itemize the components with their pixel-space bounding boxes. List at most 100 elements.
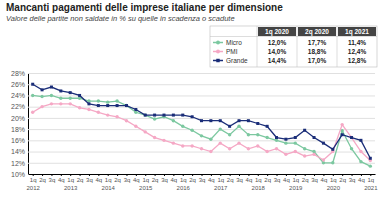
- series-marker: [50, 94, 53, 97]
- x-tick: 3q: [199, 174, 206, 183]
- series-marker: [265, 136, 268, 139]
- x-tick-mark: [61, 174, 62, 176]
- series-marker: [219, 119, 222, 122]
- x-year-axis: 2012201320142015201620172018201920202021: [27, 185, 379, 191]
- x-tick: 3q: [311, 174, 318, 183]
- grid-line: [28, 174, 375, 175]
- series-marker: [134, 108, 137, 111]
- series-marker: [228, 147, 231, 150]
- series-marker: [209, 119, 212, 122]
- x-year-label: 2014: [102, 185, 116, 191]
- x-axis: 1q2q3q4q1q2q3q4q1q2q3q4q1q2q3q4q1q2q3q4q…: [29, 174, 376, 183]
- x-year-label: 2016: [177, 185, 191, 191]
- series-marker: [275, 139, 278, 142]
- x-tick-mark: [89, 174, 90, 176]
- x-tick-mark: [173, 174, 174, 176]
- grid-line: [28, 118, 375, 119]
- y-tick-label: 22%: [11, 103, 25, 110]
- x-tick: 1q: [292, 174, 299, 183]
- x-tick-label: 2q: [152, 177, 159, 183]
- series-marker: [284, 141, 287, 144]
- series-marker: [59, 97, 62, 100]
- x-tick-label: 2q: [227, 177, 234, 183]
- series-marker: [350, 136, 353, 139]
- series-marker: [172, 114, 175, 117]
- x-tick-mark: [333, 174, 334, 176]
- x-tick: 2q: [189, 174, 196, 183]
- x-year-label: 2015: [139, 185, 153, 191]
- series-marker: [172, 119, 175, 122]
- x-tick-label: 3q: [49, 177, 56, 183]
- legend-header: 1q 2021: [345, 28, 369, 36]
- y-tick-label: 14%: [11, 148, 25, 155]
- series-marker: [237, 141, 240, 144]
- x-tick: 2q: [152, 174, 159, 183]
- x-tick-mark: [80, 174, 81, 176]
- series-marker: [275, 136, 278, 139]
- x-tick-mark: [126, 174, 127, 176]
- series-marker: [50, 102, 53, 105]
- x-year-tick: 2015: [139, 185, 153, 191]
- x-tick: 2q: [227, 174, 234, 183]
- series-marker: [162, 114, 165, 117]
- series-marker: [294, 150, 297, 153]
- x-tick-label: 3q: [86, 177, 93, 183]
- grid-line: [28, 129, 375, 130]
- series-marker: [303, 129, 306, 132]
- x-tick-mark: [295, 174, 296, 176]
- x-tick-label: 2q: [77, 177, 84, 183]
- series-marker: [144, 114, 147, 117]
- series-marker: [50, 86, 53, 89]
- series-marker: [359, 150, 362, 153]
- legend-table: 1q 20202q 20201q 2021Micro12,0%17,7%11,4…: [210, 26, 377, 67]
- legend-line: [213, 60, 223, 62]
- x-tick: 3q: [161, 174, 168, 183]
- x-tick: 2q: [339, 174, 346, 183]
- x-tick-label: 1q: [142, 177, 149, 183]
- x-tick-mark: [164, 174, 165, 176]
- y-tick: 16%: [11, 137, 375, 144]
- x-tick-label: 1q: [255, 177, 262, 183]
- x-tick-mark: [183, 174, 184, 176]
- x-tick-label: 2q: [264, 177, 271, 183]
- legend-label: Micro: [226, 39, 242, 46]
- x-tick-mark: [323, 174, 324, 176]
- x-tick-mark: [117, 174, 118, 176]
- x-tick: 1q: [330, 174, 337, 183]
- x-tick: 1q: [255, 174, 262, 183]
- x-tick-mark: [286, 174, 287, 176]
- series-marker: [69, 97, 72, 100]
- x-tick: 1q: [67, 174, 74, 183]
- series-marker: [78, 106, 81, 109]
- x-tick-mark: [70, 174, 71, 176]
- legend-value: 17,0%: [308, 57, 327, 65]
- x-tick-mark: [248, 174, 249, 176]
- legend-marker: [216, 50, 220, 54]
- x-tick-label: 2q: [39, 177, 46, 183]
- x-tick-mark: [145, 174, 146, 176]
- legend-label: Grande: [226, 57, 248, 64]
- y-tick-label: 20%: [11, 115, 25, 122]
- x-tick-label: 3q: [124, 177, 131, 183]
- series-marker: [31, 94, 34, 97]
- series-marker: [219, 127, 222, 130]
- legend-header: 1q 2020: [265, 28, 289, 36]
- series-marker: [106, 104, 109, 107]
- legend-marker: [216, 41, 220, 45]
- series-marker: [359, 139, 362, 142]
- x-tick-label: 1q: [217, 177, 224, 183]
- legend-separator: [337, 26, 338, 67]
- x-tick-mark: [342, 174, 343, 176]
- x-tick-mark: [352, 174, 353, 176]
- series-marker: [87, 108, 90, 111]
- series-marker: [59, 102, 62, 105]
- x-tick: 4q: [283, 174, 290, 183]
- x-tick-label: 1q: [105, 177, 112, 183]
- grid-line: [28, 73, 375, 74]
- y-tick-label: 26%: [11, 81, 25, 88]
- x-tick: 2q: [264, 174, 271, 183]
- x-tick-mark: [314, 174, 315, 176]
- series-marker: [228, 133, 231, 136]
- series-marker: [228, 125, 231, 128]
- series-marker: [350, 136, 353, 139]
